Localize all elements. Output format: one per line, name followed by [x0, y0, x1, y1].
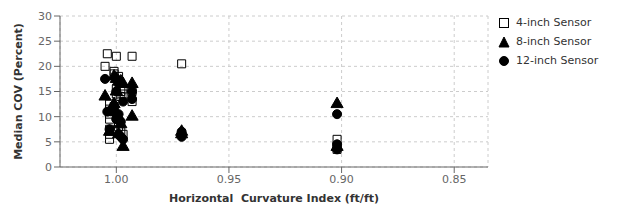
svg-text:0.85: 0.85 — [442, 173, 467, 186]
svg-text:0.95: 0.95 — [217, 173, 242, 186]
svg-text:15: 15 — [38, 85, 52, 98]
svg-text:0: 0 — [45, 161, 52, 174]
svg-text:25: 25 — [38, 35, 52, 48]
svg-text:Horizontal Curvature Index (f: Horizontal Curvature Index (ft/ft) — [169, 192, 379, 205]
svg-text:20: 20 — [38, 60, 52, 73]
svg-text:5: 5 — [45, 136, 52, 149]
html-text:12-inch Sensor: 12-inch Sensor — [516, 54, 599, 67]
svg-text:Median COV (Percent): Median COV (Percent) — [12, 23, 25, 160]
svg-text:1.00: 1.00 — [104, 173, 129, 186]
html-text:8-inch Sensor: 8-inch Sensor — [516, 35, 592, 48]
svg-text:10: 10 — [38, 111, 52, 124]
svg-text:30: 30 — [38, 10, 52, 23]
svg-text:0.90: 0.90 — [329, 173, 354, 186]
html-text:4-inch Sensor: 4-inch Sensor — [516, 16, 592, 29]
